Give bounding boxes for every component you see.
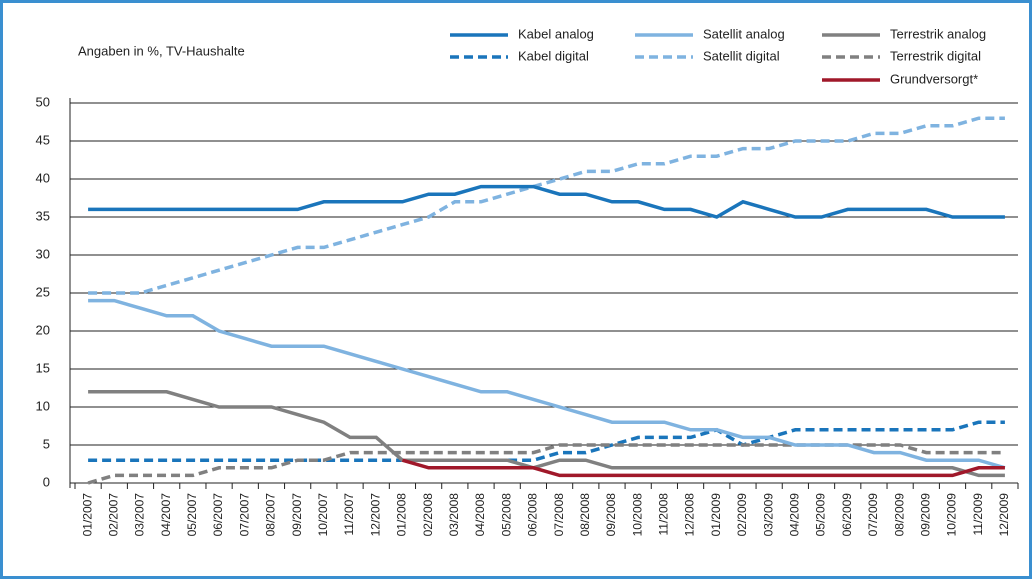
x-tick-label: 11/2009 (971, 493, 985, 536)
x-tick-label: 06/2008 (526, 493, 540, 537)
x-tick-label: 10/2009 (945, 493, 959, 537)
x-tick-label: 03/2007 (133, 493, 147, 537)
x-tick-label: 04/2007 (159, 493, 173, 537)
x-tick-label: 03/2009 (761, 493, 775, 537)
legend-label: Terrestrik digital (890, 48, 981, 63)
x-tick-label: 05/2008 (499, 493, 513, 537)
y-tick-label: 30 (36, 246, 50, 261)
y-tick-label: 20 (36, 322, 50, 337)
x-tick-label: 07/2007 (237, 493, 251, 537)
x-tick-label: 03/2008 (447, 493, 461, 537)
y-tick-label: 15 (36, 360, 50, 375)
y-tick-label: 40 (36, 170, 50, 185)
series-line (401, 458, 1005, 478)
series-line (88, 184, 1005, 219)
series-line (87, 443, 1005, 485)
x-tick-label: 05/2009 (814, 493, 828, 537)
y-tick-label: 0 (43, 474, 50, 489)
series-line (88, 420, 1005, 462)
legend-label: Kabel digital (518, 48, 589, 63)
x-tick-label: 11/2008 (657, 493, 671, 536)
x-tick-label: 02/2007 (106, 493, 120, 537)
y-tick-label: 45 (36, 132, 50, 147)
x-tick-label: 11/2007 (342, 493, 356, 536)
x-tick-label: 06/2007 (211, 493, 225, 537)
x-tick-label: 12/2007 (368, 493, 382, 537)
x-tick-label: 09/2007 (290, 493, 304, 537)
x-tick-label: 04/2009 (788, 493, 802, 537)
x-tick-label: 02/2008 (421, 493, 435, 537)
legend-label: Kabel analog (518, 26, 594, 41)
x-tick-label: 02/2009 (735, 493, 749, 537)
series-line (88, 116, 1005, 295)
x-tick-label: 01/2007 (80, 493, 94, 537)
legend-label: Satellit digital (703, 48, 780, 63)
x-tick-label: 12/2009 (997, 493, 1011, 537)
x-tick-label: 10/2007 (316, 493, 330, 537)
legend-label: Grundversorgt* (890, 71, 978, 86)
x-tick-label: 06/2009 (840, 493, 854, 537)
legend-label: Terrestrik analog (890, 26, 986, 41)
x-tick-label: 05/2007 (185, 493, 199, 537)
x-tick-label: 12/2008 (683, 493, 697, 537)
x-tick-label: 04/2008 (473, 493, 487, 537)
x-tick-label: 08/2009 (892, 493, 906, 537)
x-tick-label: 01/2008 (395, 493, 409, 537)
x-tick-label: 07/2008 (552, 493, 566, 537)
y-tick-label: 35 (36, 208, 50, 223)
y-tick-label: 5 (43, 436, 50, 451)
x-tick-label: 08/2007 (264, 493, 278, 537)
y-tick-label: 50 (36, 94, 50, 109)
x-tick-label: 09/2009 (918, 493, 932, 537)
x-tick-label: 08/2008 (578, 493, 592, 537)
x-tick-label: 09/2008 (604, 493, 618, 537)
x-tick-label: 01/2009 (709, 493, 723, 537)
y-tick-label: 25 (36, 284, 50, 299)
chart-subtitle: Angaben in %, TV-Haushalte (78, 43, 245, 58)
x-tick-label: 07/2009 (866, 493, 880, 537)
series-line (88, 390, 1005, 478)
series-line (88, 298, 1006, 470)
legend-label: Satellit analog (703, 26, 785, 41)
x-tick-label: 10/2008 (630, 493, 644, 537)
y-tick-label: 10 (36, 398, 50, 413)
